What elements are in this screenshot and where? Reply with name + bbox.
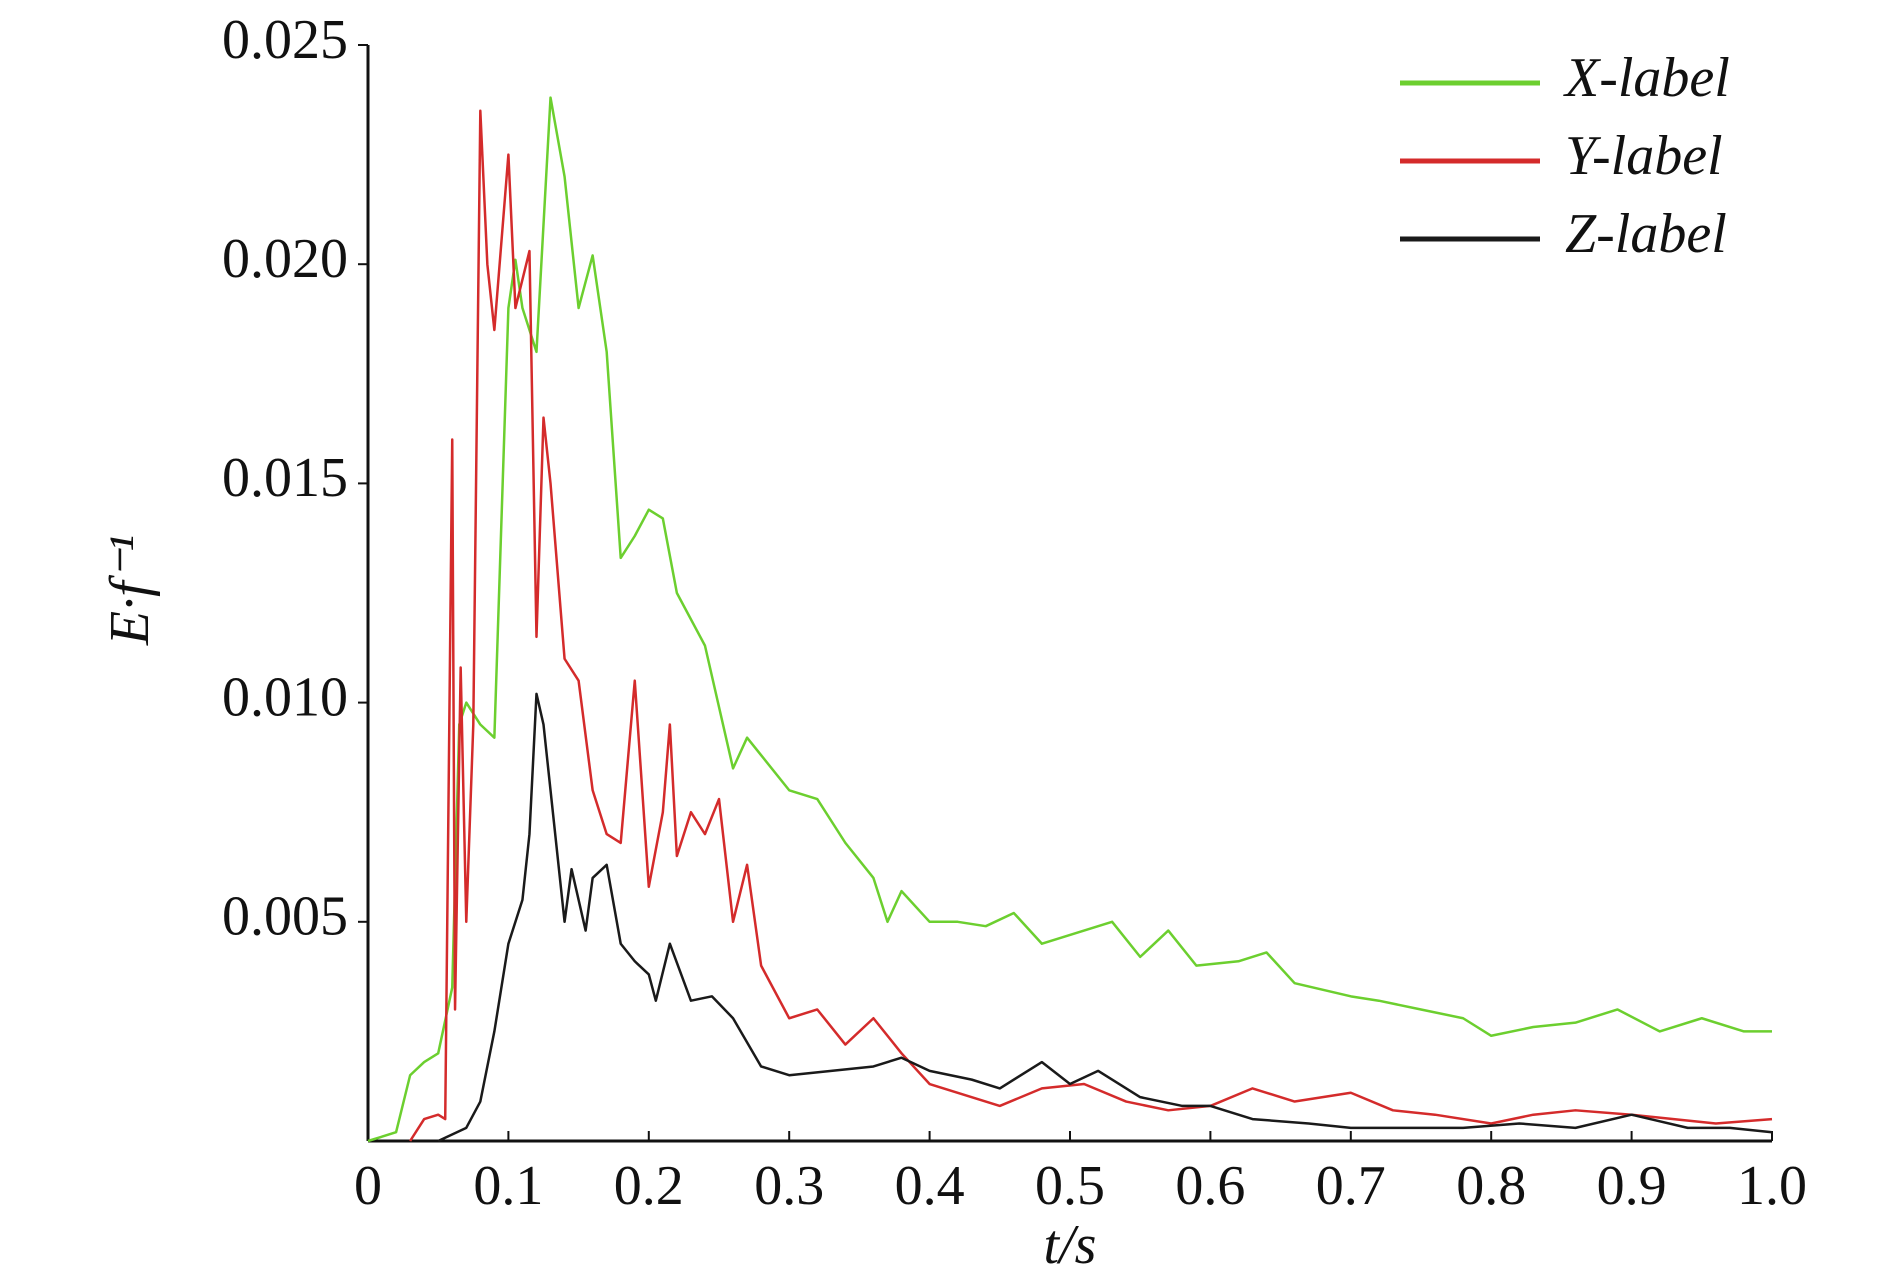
data-line (367, 96, 1772, 1143)
data-line (409, 109, 1773, 1142)
y-tick-label: 0.025 (222, 9, 348, 71)
y-tick-label: 0.005 (222, 886, 348, 948)
legend-label: Z-label (1565, 203, 1727, 265)
x-tick-label: 0.2 (614, 1155, 684, 1217)
legend-label: X-label (1563, 47, 1730, 109)
x-tick-label: 0.7 (1316, 1155, 1386, 1217)
y-tick-label: 0.015 (222, 447, 348, 509)
x-tick-label: 0.6 (1175, 1155, 1245, 1217)
legend-label: Y-label (1565, 125, 1723, 187)
x-tick-label: 0.5 (1035, 1155, 1105, 1217)
y-tick-label: 0.020 (222, 228, 348, 290)
x-tick-label: 0.9 (1597, 1155, 1667, 1217)
y-tick-label: 0.010 (222, 666, 348, 728)
x-tick-label: 0.8 (1456, 1155, 1526, 1217)
x-axis-label: t/s (1044, 1214, 1097, 1276)
y-axis-label: E·f⁻¹ (99, 535, 161, 646)
x-tick-label: 0.4 (895, 1155, 965, 1217)
x-tick-label: 0 (354, 1155, 382, 1217)
x-tick-label: 0.1 (473, 1155, 543, 1217)
x-tick-label: 0.3 (754, 1155, 824, 1217)
x-tick-label: 1.0 (1737, 1155, 1807, 1217)
data-line (437, 692, 1773, 1143)
